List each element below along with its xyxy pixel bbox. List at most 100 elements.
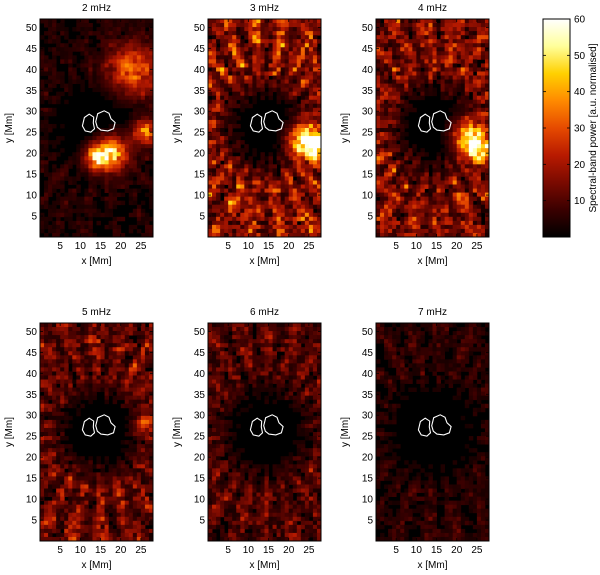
panel-title: 2 mHz xyxy=(82,3,111,14)
x-tick-label: 10 xyxy=(411,545,423,556)
panel-title: 4 mHz xyxy=(418,3,447,14)
y-tick-label: 10 xyxy=(26,191,38,202)
heatmap-image xyxy=(208,19,322,238)
heatmap-image xyxy=(40,323,154,542)
y-axis-label: y [Mm] xyxy=(4,417,15,447)
y-tick-label: 50 xyxy=(194,327,206,338)
x-tick-label: 15 xyxy=(263,545,275,556)
x-tick-label: 5 xyxy=(225,545,231,556)
x-axis-label: x [Mm] xyxy=(418,256,448,267)
x-tick-label: 25 xyxy=(135,545,147,556)
panel-4: 5 10 15 20 25 5 10 15 20 25 30 35 40 45 50 5 mHz x [Mm] y… xyxy=(4,307,154,571)
x-tick-label: 10 xyxy=(243,545,255,556)
axes-frame xyxy=(375,322,490,542)
x-tick-label: 10 xyxy=(75,545,87,556)
colorbar-tick-label: 20 xyxy=(574,160,586,171)
y-tick-label: 20 xyxy=(362,453,374,464)
axes-frame xyxy=(207,18,322,238)
y-tick-label: 50 xyxy=(26,23,38,34)
y-tick-label: 20 xyxy=(26,453,38,464)
umbra-contour-1 xyxy=(249,417,264,437)
y-tick-label: 10 xyxy=(362,495,374,506)
umbra-contour-1 xyxy=(249,113,264,133)
y-tick-label: 45 xyxy=(26,44,38,55)
y-tick-label: 20 xyxy=(194,149,206,160)
panel-title: 5 mHz xyxy=(82,307,111,318)
y-axis-label: y [Mm] xyxy=(340,417,351,447)
x-axis-label: x [Mm] xyxy=(82,560,112,571)
y-tick-label: 40 xyxy=(26,65,38,76)
colorbar-tick-label: 40 xyxy=(574,87,586,98)
y-axis-label: y [Mm] xyxy=(340,113,351,143)
x-tick-label: 5 xyxy=(393,545,399,556)
x-tick-label: 25 xyxy=(135,241,147,252)
y-tick-label: 25 xyxy=(362,432,374,443)
x-axis-label: x [Mm] xyxy=(250,256,280,267)
y-tick-label: 25 xyxy=(194,432,206,443)
y-tick-label: 45 xyxy=(362,44,374,55)
colorbar-scale xyxy=(542,18,571,238)
y-tick-label: 50 xyxy=(194,23,206,34)
heatmap-image xyxy=(40,19,154,238)
y-tick-label: 35 xyxy=(362,390,374,401)
umbra-contour-1 xyxy=(81,417,96,437)
y-tick-label: 30 xyxy=(194,411,206,422)
y-tick-label: 20 xyxy=(362,149,374,160)
y-tick-label: 35 xyxy=(194,390,206,401)
x-tick-label: 20 xyxy=(283,241,295,252)
colorbar-tick-label: 50 xyxy=(574,51,586,62)
y-tick-label: 30 xyxy=(26,107,38,118)
y-tick-label: 10 xyxy=(362,191,374,202)
x-tick-label: 25 xyxy=(303,241,315,252)
y-tick-label: 25 xyxy=(362,128,374,139)
y-tick-label: 20 xyxy=(26,149,38,160)
umbra-contour-2 xyxy=(95,414,116,436)
y-tick-label: 15 xyxy=(194,170,206,181)
y-tick-label: 25 xyxy=(26,432,38,443)
umbra-contour-2 xyxy=(263,414,284,436)
panel-title: 3 mHz xyxy=(250,3,279,14)
y-tick-label: 10 xyxy=(194,495,206,506)
x-tick-label: 20 xyxy=(115,545,127,556)
umbra-contour-2 xyxy=(431,414,452,436)
y-tick-label: 20 xyxy=(194,453,206,464)
y-tick-label: 40 xyxy=(26,369,38,380)
y-tick-label: 45 xyxy=(194,44,206,55)
axes-frame xyxy=(39,322,154,542)
y-tick-label: 10 xyxy=(194,191,206,202)
y-tick-label: 30 xyxy=(362,107,374,118)
panel-3: 5 10 15 20 25 5 10 15 20 25 30 35 40 45 50 4 mHz x [Mm] y… xyxy=(340,3,490,267)
colorbar-label: Spectral-band power [a.u. normalised] xyxy=(588,43,599,212)
y-tick-label: 40 xyxy=(362,369,374,380)
x-axis-label: x [Mm] xyxy=(82,256,112,267)
y-tick-label: 10 xyxy=(26,495,38,506)
heatmap-image xyxy=(208,323,322,542)
y-tick-label: 30 xyxy=(26,411,38,422)
panel-6: 5 10 15 20 25 5 10 15 20 25 30 35 40 45 50 7 mHz x [Mm] y… xyxy=(340,307,490,571)
x-tick-label: 20 xyxy=(451,241,463,252)
umbra-contour-1 xyxy=(81,113,96,133)
colorbar: 10 20 30 40 50 60 Spectral-band power [a.u. n… xyxy=(542,15,599,238)
x-axis-label: x [Mm] xyxy=(418,560,448,571)
x-tick-label: 25 xyxy=(303,545,315,556)
x-tick-label: 20 xyxy=(283,545,295,556)
umbra-contour-1 xyxy=(417,417,432,437)
y-axis-label: y [Mm] xyxy=(172,417,183,447)
panel-title: 6 mHz xyxy=(250,307,279,318)
umbra-contour-2 xyxy=(95,110,116,132)
y-tick-label: 25 xyxy=(26,128,38,139)
x-tick-label: 15 xyxy=(431,241,443,252)
y-tick-label: 5 xyxy=(199,212,205,223)
y-tick-label: 35 xyxy=(362,86,374,97)
panel-title: 7 mHz xyxy=(418,307,447,318)
y-tick-label: 15 xyxy=(194,474,206,485)
axes-frame xyxy=(207,322,322,542)
x-tick-label: 15 xyxy=(95,241,107,252)
y-tick-label: 15 xyxy=(26,170,38,181)
x-tick-label: 15 xyxy=(95,545,107,556)
panel-1: 5 10 15 20 25 5 10 15 20 25 30 35 40 45 50 2 mHz x [Mm] y… xyxy=(4,3,154,267)
y-tick-label: 50 xyxy=(362,327,374,338)
x-tick-label: 20 xyxy=(451,545,463,556)
heatmap-image xyxy=(376,19,490,238)
